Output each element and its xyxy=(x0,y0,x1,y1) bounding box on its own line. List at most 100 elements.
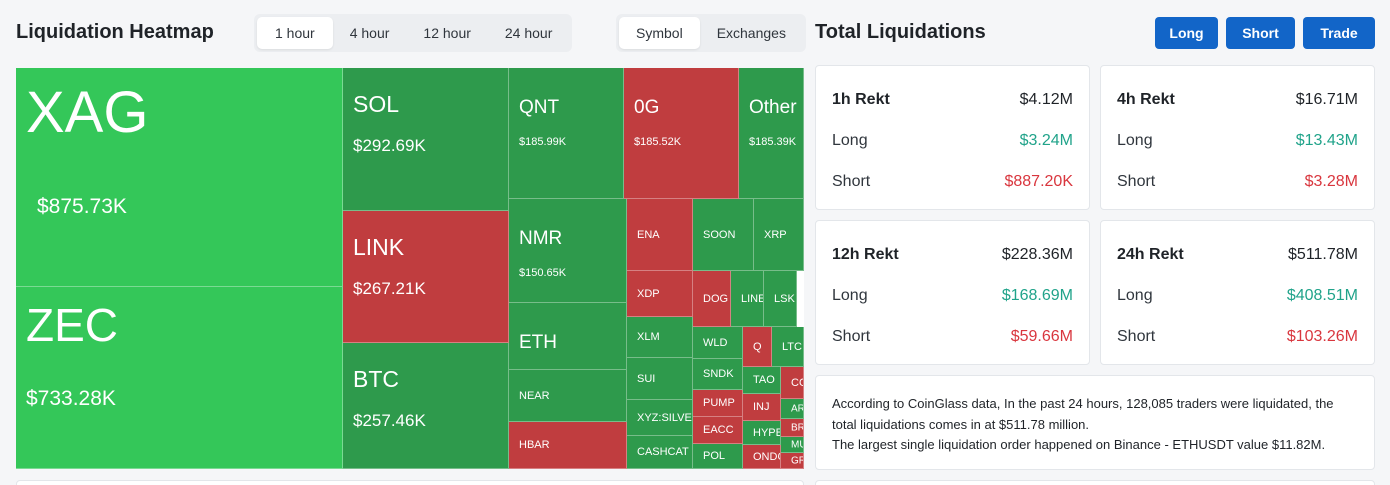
heatmap-tile-hype[interactable]: HYPE xyxy=(743,421,781,445)
tile-symbol: NMR xyxy=(519,227,563,249)
tab-4-hour[interactable]: 4 hour xyxy=(349,25,390,41)
tile-value: $267.21K xyxy=(353,278,426,298)
tile-symbol: DOG xyxy=(703,292,729,305)
tab-12-hour[interactable]: 12 hour xyxy=(423,25,471,41)
heatmap-title: Liquidation Heatmap xyxy=(16,21,214,43)
rekt-card-label: 1h Rekt xyxy=(832,91,890,108)
heatmap-tile-other[interactable]: Other $185.39K xyxy=(739,68,804,199)
heatmap-tile-dog[interactable]: DOG xyxy=(693,271,731,327)
tile-symbol: ENA xyxy=(637,228,660,241)
tab-symbol[interactable]: Symbol xyxy=(619,17,700,49)
heatmap-tile-line[interactable]: LINE xyxy=(731,271,764,327)
tile-symbol: BR xyxy=(791,422,804,433)
heatmap-tile-cashcat[interactable]: CASHCAT xyxy=(627,436,693,469)
heatmap-tile-tao[interactable]: TAO xyxy=(743,367,781,394)
short-label: Short xyxy=(832,173,871,190)
tab-24-hour[interactable]: 24 hour xyxy=(504,25,553,41)
tile-symbol: AR xyxy=(791,403,804,414)
trade-button[interactable]: Trade xyxy=(1303,17,1375,49)
heatmap-tile-br[interactable]: BR xyxy=(781,419,804,437)
tile-symbol: Q xyxy=(753,340,762,353)
rekt-card-label: 12h Rekt xyxy=(832,246,899,263)
tile-symbol: LINK xyxy=(353,234,405,261)
short-button[interactable]: Short xyxy=(1226,17,1295,49)
tile-symbol: SOL xyxy=(353,91,400,118)
heatmap-tile-ar[interactable]: AR xyxy=(781,399,804,419)
tile-symbol: LSK xyxy=(774,292,795,305)
tile-value: $185.99K xyxy=(519,135,567,148)
next-panel-right xyxy=(815,480,1375,485)
next-panel-left xyxy=(16,480,804,485)
heatmap-tile-ena[interactable]: ENA xyxy=(627,199,693,271)
long-label: Long xyxy=(1117,132,1153,149)
heatmap-tile-mu[interactable]: MU xyxy=(781,437,804,453)
short-value: $59.66M xyxy=(1010,328,1073,345)
heatmap-tile-xdp[interactable]: XDP xyxy=(627,271,693,317)
heatmap-tile-qnt[interactable]: QNT $185.99K xyxy=(509,68,624,199)
tile-symbol: HYPE xyxy=(753,426,781,439)
rekt-card-1h: 1h Rekt $4.12M Long $3.24M Short $887.20K xyxy=(815,65,1090,210)
tile-symbol: XYZ:SILVE xyxy=(637,411,692,424)
short-value: $103.26M xyxy=(1286,328,1358,345)
tile-symbol: MU xyxy=(791,439,803,450)
rekt-card-12h: 12h Rekt $228.36M Long $168.69M Short $59.6… xyxy=(815,220,1090,365)
heatmap-tile-co[interactable]: CO xyxy=(781,367,804,399)
heatmap-tile-link[interactable]: LINK $267.21K xyxy=(343,211,509,343)
short-label: Short xyxy=(1117,328,1156,345)
heatmap-tile-q[interactable]: Q xyxy=(743,327,772,367)
rekt-card-total: $511.78M xyxy=(1288,246,1358,263)
long-value: $3.24M xyxy=(1019,132,1073,149)
heatmap-tile-nmr[interactable]: NMR $150.65K xyxy=(509,199,627,303)
rekt-card-4h: 4h Rekt $16.71M Long $13.43M Short $3.28M xyxy=(1100,65,1375,210)
heatmap-tile-sol[interactable]: SOL $292.69K xyxy=(343,68,509,211)
heatmap-tile-lsk[interactable]: LSK xyxy=(764,271,797,327)
heatmap-tile-eth[interactable]: ETH$96.28K xyxy=(509,303,627,370)
tile-symbol: HBAR xyxy=(519,439,550,451)
tile-symbol: ONDO xyxy=(753,450,780,463)
tile-value: $292.69K xyxy=(353,135,426,155)
tile-symbol: 0G xyxy=(634,96,660,118)
tile-symbol: SOON xyxy=(703,228,736,241)
group-mode-tabs: Symbol Exchanges xyxy=(616,14,806,52)
short-label: Short xyxy=(1117,173,1156,190)
heatmap-tile-xag[interactable]: XAG $875.73K xyxy=(16,68,343,287)
tile-value: $875.73K xyxy=(37,195,127,219)
heatmap-tile-eacc[interactable]: EACC xyxy=(693,417,743,444)
tile-symbol: SNDK xyxy=(703,368,734,380)
tile-value: $150.65K xyxy=(519,266,567,279)
heatmap-tile-sui[interactable]: SUI xyxy=(627,358,693,400)
heatmap-tile-zec[interactable]: ZEC $733.28K xyxy=(16,287,343,469)
heatmap-tile-xlm[interactable]: XLM xyxy=(627,317,693,358)
heatmap-tile-pol[interactable]: POL xyxy=(693,444,743,469)
heatmap-tile-inj[interactable]: INJ xyxy=(743,394,781,421)
heatmap-tile-btc[interactable]: BTC $257.46K xyxy=(343,343,509,469)
rekt-card-24h: 24h Rekt $511.78M Long $408.51M Short $103.… xyxy=(1100,220,1375,365)
heatmap-tile-xyz-silve[interactable]: XYZ:SILVE xyxy=(627,400,693,436)
heatmap-tile-ondo[interactable]: ONDO xyxy=(743,445,781,469)
heatmap-tile-ltc[interactable]: LTC xyxy=(772,327,804,367)
tile-symbol: BTC xyxy=(353,366,399,393)
heatmap-tile-xrp[interactable]: XRP xyxy=(754,199,804,271)
time-range-tabs: 1 hour 4 hour 12 hour 24 hour xyxy=(254,14,573,52)
short-value: $887.20K xyxy=(1004,173,1073,190)
tile-symbol: POL xyxy=(703,450,726,462)
heatmap-tile-sndk[interactable]: SNDK xyxy=(693,359,743,390)
heatmap-tile-hbar[interactable]: HBAR xyxy=(509,422,627,469)
rekt-card-total: $228.36M xyxy=(1001,246,1073,263)
liquidation-heatmap: XAG $875.73K ZEC $733.28K SOL $292.69K LINK $26… xyxy=(16,68,804,469)
tile-symbol: LINE xyxy=(741,292,764,305)
long-button[interactable]: Long xyxy=(1155,17,1218,49)
tab-exchanges[interactable]: Exchanges xyxy=(716,25,786,41)
heatmap-tile-wld[interactable]: WLD xyxy=(693,327,743,359)
tile-symbol: GR xyxy=(791,455,803,466)
rekt-card-total: $16.71M xyxy=(1295,91,1358,108)
heatmap-tile-soon[interactable]: SOON xyxy=(693,199,754,271)
summary-line-2: The largest single liquidation order hap… xyxy=(832,437,1326,452)
heatmap-tile-gr[interactable]: GR xyxy=(781,453,804,469)
tile-symbol: ZEC xyxy=(26,298,118,351)
heatmap-tile-pump[interactable]: PUMP xyxy=(693,390,743,417)
heatmap-tile-0g[interactable]: 0G $185.52K xyxy=(624,68,739,199)
tab-1-hour[interactable]: 1 hour xyxy=(257,17,333,49)
heatmap-tile-near[interactable]: NEAR xyxy=(509,370,627,422)
tile-symbol: WLD xyxy=(703,336,728,349)
